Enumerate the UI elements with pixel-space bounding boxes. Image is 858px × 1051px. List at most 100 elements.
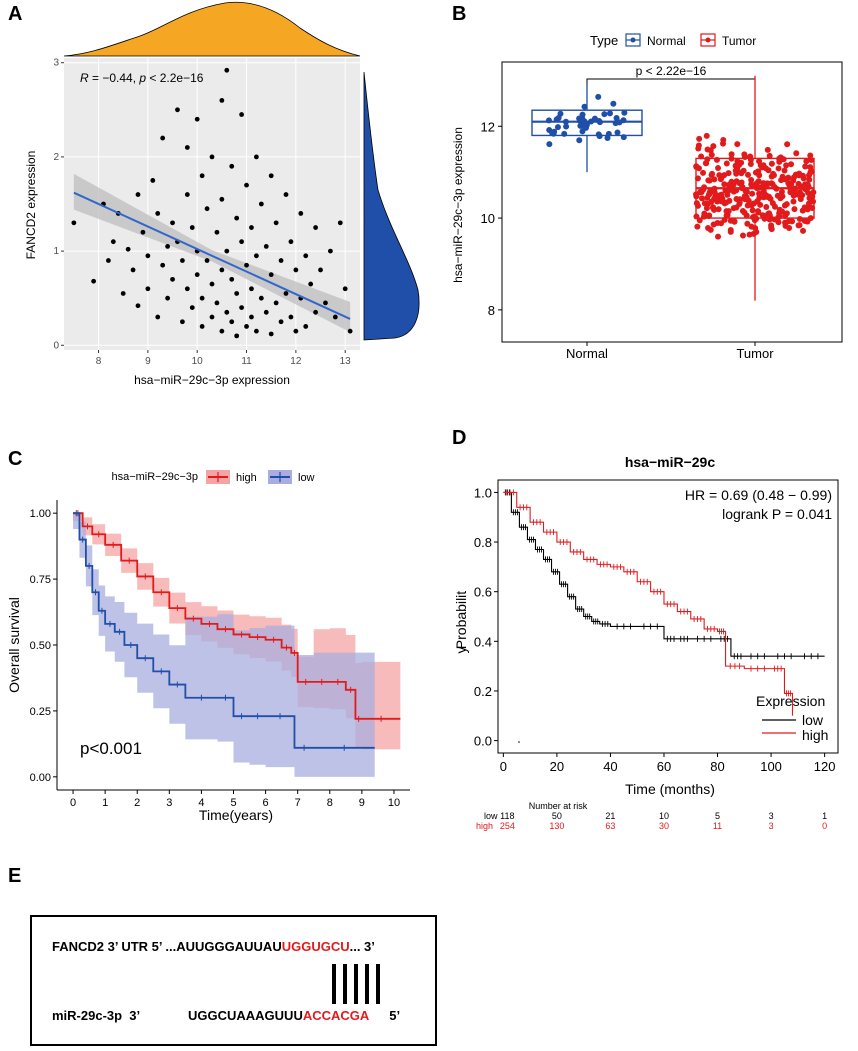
a-point — [303, 253, 309, 259]
b-point — [601, 111, 608, 118]
a-point — [150, 178, 156, 183]
a-point — [91, 278, 96, 284]
a-point — [219, 97, 225, 103]
a-y-tick: 0 — [53, 340, 59, 351]
b-point — [727, 228, 734, 235]
e-mir-suffix: 5’ — [389, 1008, 401, 1023]
a-point — [263, 309, 269, 315]
d-risk-low-value: 1 — [822, 811, 827, 821]
c-band-low — [73, 513, 375, 777]
d-y-tick: 1.0 — [474, 485, 492, 500]
b-legend-normal: Normal — [625, 33, 686, 48]
a-y-tick: 2 — [53, 152, 59, 163]
b-point — [704, 156, 711, 163]
b-point — [800, 227, 807, 234]
b-point — [747, 160, 754, 167]
a-y-tick: 1 — [53, 246, 59, 257]
b-point — [714, 220, 721, 227]
a-point — [283, 192, 289, 197]
b-point — [732, 167, 739, 174]
d-y-tick: 0.8 — [474, 535, 492, 550]
b-point — [807, 152, 814, 159]
c-curve-high — [73, 512, 401, 720]
c-legend-low-label: low — [298, 472, 315, 484]
e-utr-seed: UGGUGCU — [281, 939, 350, 954]
d-y-tick: 0.6 — [474, 585, 492, 600]
d-legend-high-label: high — [802, 727, 828, 743]
a-point — [184, 192, 190, 197]
a-point — [199, 295, 205, 301]
b-point — [581, 103, 588, 110]
a-point — [199, 324, 205, 329]
a-point — [194, 116, 200, 122]
d-x-tick: 0 — [500, 759, 507, 774]
a-point — [288, 314, 294, 320]
b-point — [739, 232, 746, 239]
a-point — [263, 243, 269, 249]
b-point — [784, 141, 791, 148]
a-point — [303, 324, 309, 329]
b-y-label: hsa−miR−29c−3p expression — [451, 127, 465, 283]
b-point — [596, 133, 603, 140]
c-x-label: Time(years) — [199, 807, 273, 823]
a-annotation: R = −0.44, p < 2.2e−16 — [80, 71, 204, 85]
d-risk-low-value: 10 — [659, 811, 669, 821]
a-point — [160, 135, 166, 141]
b-point — [785, 174, 792, 181]
a-point — [258, 295, 264, 301]
d-risk-low-value: 5 — [715, 811, 720, 821]
d-risk-low-value: 118 — [500, 811, 514, 821]
b-point — [711, 206, 718, 213]
e-utr-row: FANCD2 3’ UTR 5’ ...AUUGGGAUUAUUGGUGCU..… — [52, 939, 375, 954]
b-legend-title: Type — [590, 33, 618, 48]
c-x-tick: 1 — [102, 797, 108, 809]
a-point — [347, 328, 353, 334]
d-curve-low — [503, 491, 825, 657]
d-survival-curves — [503, 489, 825, 716]
b-point — [748, 176, 755, 183]
b-point — [718, 191, 725, 198]
b-point — [613, 115, 620, 122]
b-point — [763, 192, 770, 199]
b-point — [693, 200, 700, 207]
c-x-tick: 8 — [327, 797, 333, 809]
a-point — [204, 206, 210, 212]
a-point — [249, 225, 254, 230]
b-point — [771, 203, 778, 210]
d-risk-high-value: 63 — [605, 821, 615, 831]
d-risk-high-name: high — [476, 821, 493, 831]
d-risk-low-value: 21 — [605, 811, 615, 821]
b-point — [736, 180, 743, 187]
a-point — [165, 243, 171, 249]
a-point — [106, 258, 111, 263]
d-y-tick: 0.0 — [474, 734, 492, 749]
b-point — [696, 189, 703, 196]
b-point — [730, 188, 737, 195]
d-x-tick: 100 — [760, 759, 782, 774]
a-point — [239, 305, 245, 311]
d-x-ticks: 0 20 40 60 80 100 120 — [500, 753, 835, 774]
b-point — [746, 231, 753, 238]
b-point — [788, 161, 795, 168]
a-point — [258, 201, 264, 207]
d-legend-title: Expression — [756, 693, 825, 709]
d-x-tick: 60 — [657, 759, 671, 774]
d-risk-low-value: 3 — [769, 811, 774, 821]
b-point — [546, 127, 553, 134]
b-point — [728, 151, 735, 158]
e-utr-label: FANCD2 3’ UTR 5’ — [52, 939, 162, 954]
b-point — [695, 142, 702, 149]
b-point — [708, 151, 715, 158]
b-point — [604, 135, 611, 142]
b-point — [760, 162, 767, 169]
d-risk-high-value: 30 — [659, 821, 669, 831]
a-point — [244, 324, 249, 329]
a-point — [219, 196, 225, 202]
b-point — [742, 196, 749, 203]
a-point — [254, 154, 259, 160]
a-point — [160, 262, 166, 268]
a-point — [293, 328, 299, 334]
b-legend-normal-label: Normal — [647, 34, 686, 48]
d-legend-low-label: low — [802, 712, 824, 728]
